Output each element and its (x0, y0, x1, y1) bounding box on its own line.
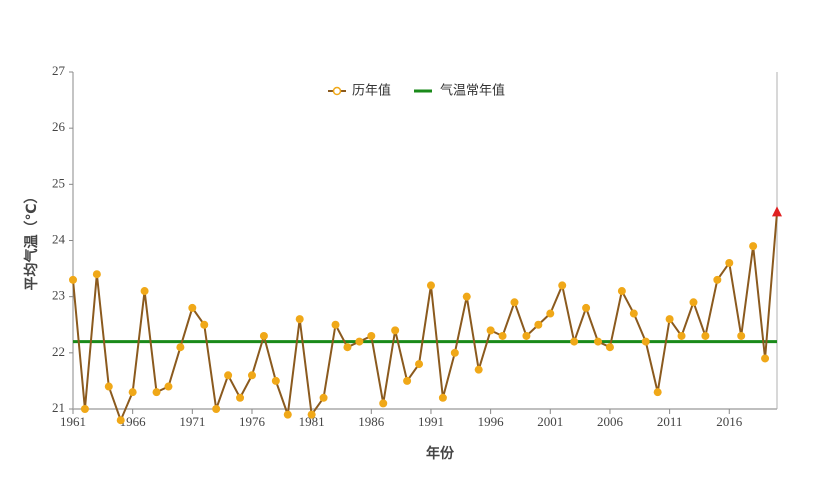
x-tick-label: 1961 (60, 414, 86, 429)
data-point (486, 326, 495, 335)
data-point (605, 343, 614, 352)
data-point (271, 376, 280, 385)
data-point (355, 337, 364, 346)
x-tick-label: 1971 (179, 414, 205, 429)
x-tick-label: 2006 (597, 414, 624, 429)
data-point (69, 275, 77, 284)
data-point (474, 365, 483, 374)
data-point (450, 348, 459, 357)
data-point (438, 393, 447, 402)
x-tick-label: 2016 (716, 414, 743, 429)
data-point (259, 331, 268, 340)
data-point (426, 281, 435, 290)
data-point (188, 303, 197, 312)
data-point (617, 287, 626, 296)
data-point (128, 388, 137, 397)
data-point (582, 303, 591, 312)
data-point (498, 331, 507, 340)
x-tick-label: 1986 (358, 414, 385, 429)
data-point (665, 315, 674, 324)
y-tick-label: 25 (52, 175, 65, 190)
data-point (546, 309, 555, 318)
legend-label: 历年值 (352, 83, 391, 99)
x-axis-title: 年份 (426, 445, 455, 462)
x-tick-label: 1996 (478, 414, 505, 429)
last-marker (772, 206, 782, 217)
data-point (689, 298, 698, 307)
y-tick-label: 22 (52, 344, 65, 359)
data-point (629, 309, 638, 318)
x-tick-label: 1981 (299, 414, 325, 429)
y-tick-label: 21 (52, 400, 65, 415)
x-tick-label: 1991 (418, 414, 444, 429)
y-tick-label: 27 (52, 63, 66, 78)
data-point (140, 287, 149, 296)
data-point (558, 281, 567, 290)
legend-label: 气温常年值 (440, 83, 505, 99)
data-point (570, 337, 579, 346)
data-line (72, 212, 778, 423)
data-point (319, 393, 328, 402)
data-point (510, 298, 519, 307)
data-point (641, 337, 650, 346)
data-point (403, 376, 412, 385)
data-point (116, 416, 125, 425)
y-axis-title: 平均气温（℃） (23, 190, 40, 291)
data-point (343, 343, 352, 352)
data-point (307, 410, 316, 419)
data-point (462, 292, 471, 301)
x-tick-label: 2001 (537, 414, 563, 429)
data-point (236, 393, 245, 402)
data-point (224, 371, 233, 380)
y-tick-label: 23 (52, 288, 65, 303)
data-point (283, 410, 292, 419)
data-point (212, 405, 221, 413)
data-point (367, 331, 376, 340)
data-point (534, 320, 543, 329)
data-point (104, 382, 113, 391)
data-point (713, 275, 722, 284)
data-point (761, 354, 770, 363)
data-point (415, 360, 424, 369)
data-point (247, 371, 256, 380)
y-tick-label: 24 (52, 231, 66, 246)
x-tick-label: 2011 (657, 414, 683, 429)
data-point (80, 405, 89, 413)
data-point (92, 270, 101, 279)
data-point (749, 242, 758, 251)
data-point (152, 388, 161, 397)
data-point (200, 320, 209, 329)
data-point (522, 331, 531, 340)
x-tick-label: 1966 (120, 414, 147, 429)
legend-marker (332, 86, 342, 96)
data-point (701, 331, 710, 340)
data-point (677, 331, 686, 340)
data-point (176, 343, 185, 352)
data-point (331, 320, 340, 329)
y-tick-label: 26 (52, 119, 66, 134)
x-tick-label: 1976 (239, 414, 266, 429)
data-point (379, 399, 388, 408)
data-point (594, 337, 603, 346)
data-point (725, 258, 734, 267)
data-point (737, 331, 746, 340)
data-point (653, 388, 662, 397)
data-point (164, 382, 173, 391)
data-point (391, 326, 400, 335)
data-point (295, 315, 304, 324)
